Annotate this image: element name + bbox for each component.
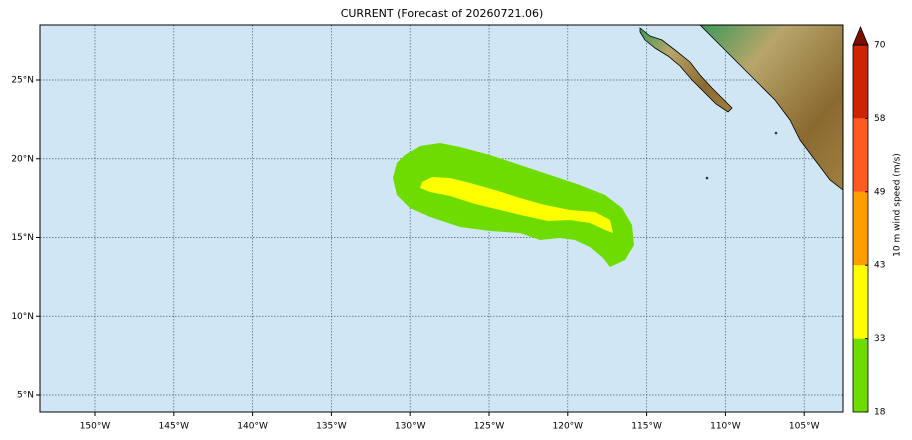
graticule	[40, 25, 843, 412]
mainland	[699, 25, 843, 191]
lon-label: 115°W	[631, 422, 662, 432]
lon-label: 145°W	[159, 422, 190, 432]
colorbar-frame	[852, 44, 869, 413]
colorbar-tick-label: 43	[874, 261, 885, 271]
lat-label: 15°N	[11, 233, 34, 243]
lon-label: 125°W	[474, 422, 505, 432]
colorbar-segment	[853, 265, 868, 339]
colorbar-extend	[852, 25, 869, 46]
baja-peninsula	[639, 27, 733, 113]
lat-label: 10°N	[11, 312, 34, 322]
colorbar-label: 10 m wind speed (m/s)	[893, 153, 903, 257]
lat-label: 20°N	[11, 154, 34, 164]
wind-area-yellow	[420, 177, 613, 233]
map-area	[40, 25, 843, 412]
colorbar-tick-label: 70	[874, 41, 886, 51]
lon-label: 120°W	[553, 422, 584, 432]
lon-label: 105°W	[789, 422, 820, 432]
colorbar-tick-label: 58	[874, 114, 886, 124]
lon-label: 135°W	[316, 422, 347, 432]
colorbar-segment	[853, 118, 868, 192]
colorbar-segment	[853, 191, 868, 266]
lat-label: 5°N	[17, 391, 34, 401]
colorbar-tick-label: 33	[874, 334, 885, 344]
lat-label: 25°N	[11, 76, 34, 86]
island	[774, 131, 778, 135]
island	[705, 176, 709, 180]
colorbar-segment	[853, 45, 868, 119]
axis-labels: 150°W 145°W 140°W 135°W 130°W 125°W 120°W 115°W…	[11, 76, 819, 432]
map-title: CURRENT (Forecast of 20260721.06)	[341, 7, 544, 20]
lon-label: 110°W	[710, 422, 741, 432]
lon-label: 140°W	[237, 422, 268, 432]
map-frame	[39, 24, 844, 413]
colorbar-tick-label: 49	[874, 187, 886, 197]
lon-label: 150°W	[80, 422, 111, 432]
colorbar-segment	[853, 338, 868, 412]
colorbar: 18 33 43 49 58 70	[852, 25, 886, 418]
colorbar-tick-label: 18	[874, 408, 886, 418]
lon-label: 130°W	[395, 422, 426, 432]
